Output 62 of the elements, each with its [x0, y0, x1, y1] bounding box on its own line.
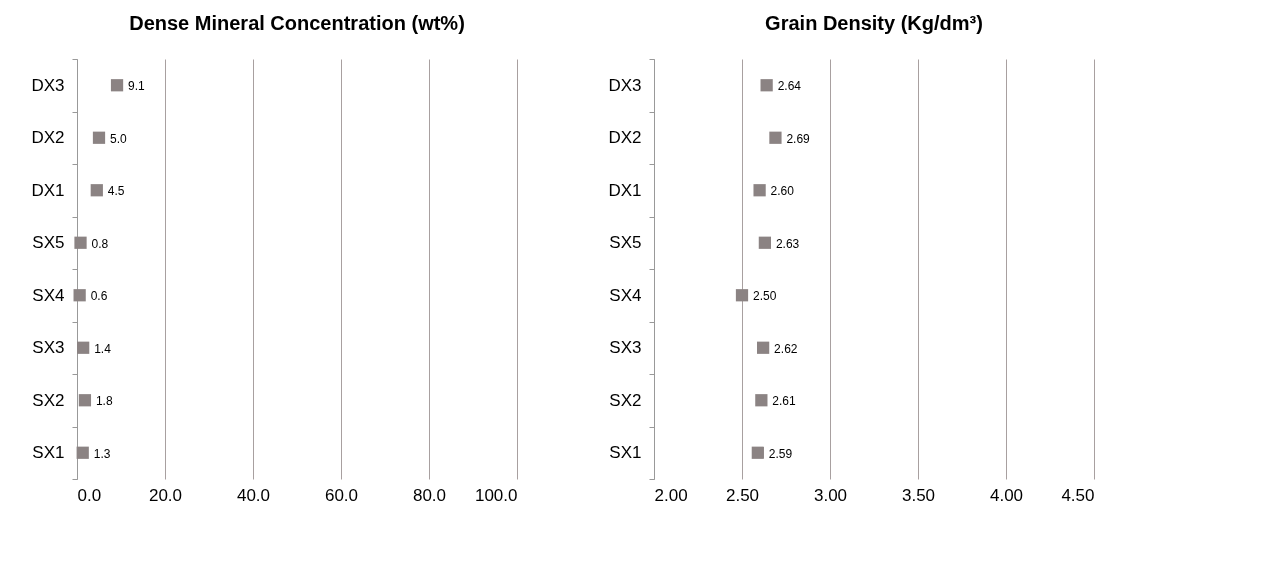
y-tick-label: SX5: [609, 233, 642, 253]
point: [110, 79, 124, 92]
point: [760, 79, 773, 92]
x-tick-label: 3.00: [813, 485, 848, 505]
x-tick-label: 0.0: [77, 485, 102, 505]
x-tick-label: 100.0: [474, 485, 518, 505]
y-tick-label: SX1: [609, 443, 642, 463]
x-tick-label: 4.00: [989, 485, 1024, 505]
point: [73, 289, 86, 302]
y-tick-label: DX2: [31, 128, 65, 148]
point: [74, 236, 87, 249]
x-tick-label: 2.00: [654, 485, 688, 505]
x-tick-label: 40.0: [236, 485, 271, 505]
point: [735, 289, 749, 302]
point: [753, 184, 766, 197]
chart-title: Grain Density (Kg/dm³): [765, 12, 983, 34]
data-label: 9.1: [128, 79, 146, 94]
data-label: 2.62: [774, 341, 798, 356]
y-tick-label: SX3: [609, 338, 642, 358]
point: [76, 446, 89, 459]
data-label: 2.69: [786, 131, 811, 146]
data-label: 2.64: [777, 79, 802, 94]
point: [751, 446, 764, 459]
y-tick-label: SX4: [609, 285, 642, 305]
y-tick-label: DX1: [608, 180, 642, 200]
x-tick-label: 80.0: [412, 485, 447, 505]
data-label: 5.0: [110, 131, 128, 146]
x-tick-label: 60.0: [324, 485, 359, 505]
y-tick-label: DX3: [31, 75, 65, 95]
data-label: 2.61: [772, 394, 797, 409]
x-tick-label: 2.50: [725, 485, 760, 505]
point: [757, 341, 770, 354]
x-tick-label: 20.0: [148, 485, 183, 505]
data-label: 2.63: [775, 236, 800, 251]
data-label: 0.6: [90, 289, 108, 304]
point: [90, 184, 103, 197]
chart-title: Dense Mineral Concentration (wt%): [129, 12, 465, 34]
point: [769, 131, 782, 144]
data-label: 1.3: [93, 446, 111, 461]
data-label: 1.4: [94, 341, 112, 356]
data-label: 2.50: [753, 289, 777, 304]
data-label: 1.8: [95, 394, 113, 409]
data-label: 4.5: [107, 184, 125, 199]
y-tick-label: SX3: [32, 338, 65, 358]
y-tick-label: DX2: [608, 128, 642, 148]
data-label: 2.59: [768, 446, 793, 461]
x-tick-label: 3.50: [901, 485, 936, 505]
x-tick-label: 4.50: [1061, 485, 1095, 505]
y-tick-label: DX1: [31, 180, 65, 200]
data-label: 2.60: [770, 184, 795, 199]
data-label: 0.8: [91, 236, 109, 251]
point: [755, 394, 768, 407]
y-tick-label: SX2: [609, 390, 642, 410]
point: [92, 131, 106, 144]
y-tick-label: SX2: [32, 390, 65, 410]
point: [758, 236, 771, 249]
y-tick-label: SX1: [32, 443, 65, 463]
y-tick-label: SX4: [32, 285, 65, 305]
y-tick-label: DX3: [608, 75, 642, 95]
point: [78, 394, 92, 407]
point: [77, 341, 90, 354]
y-tick-label: SX5: [32, 233, 65, 253]
